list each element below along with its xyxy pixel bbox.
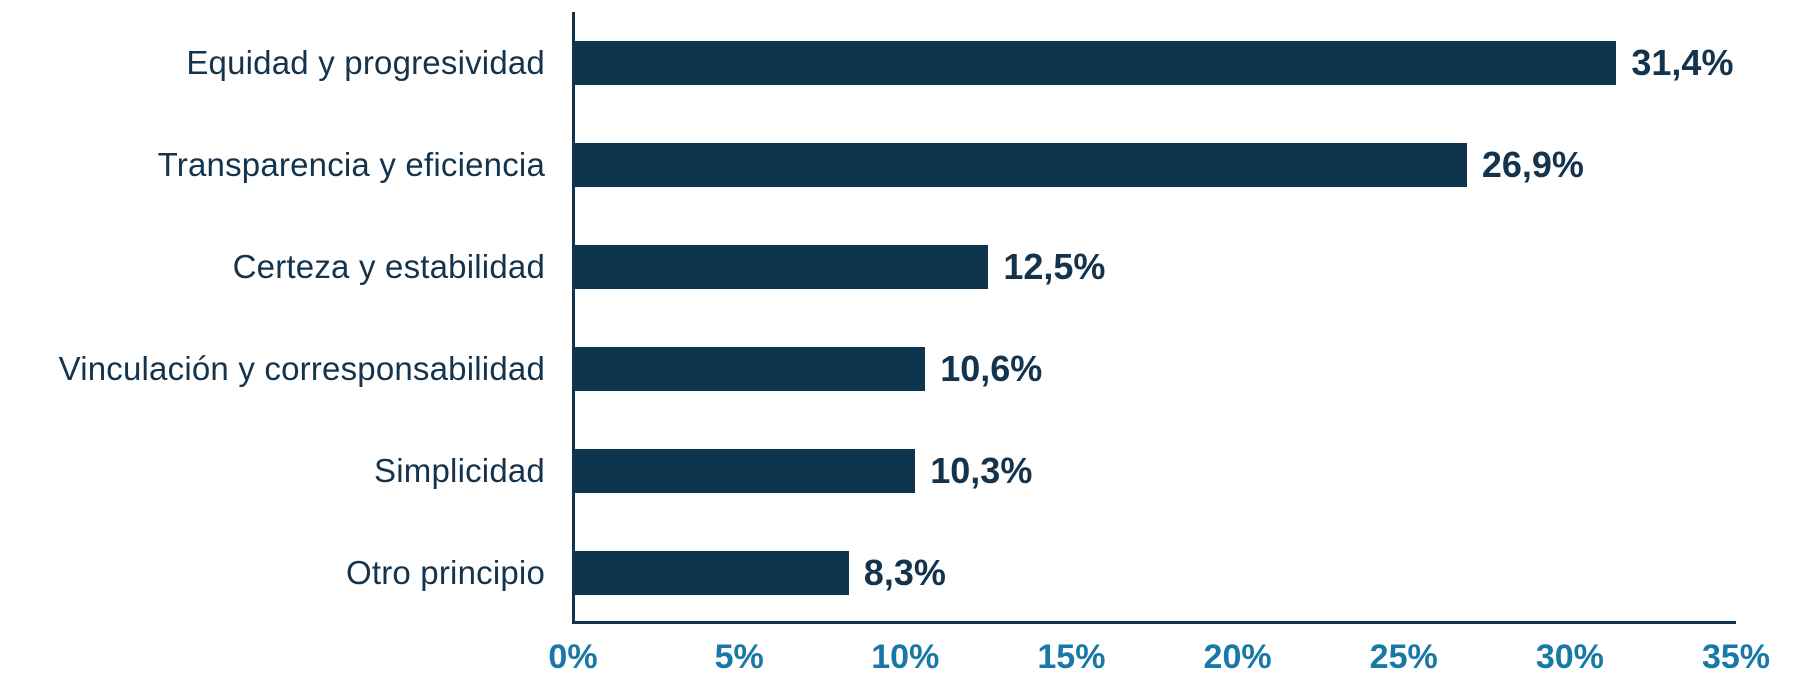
x-tick-label: 5%: [714, 638, 764, 676]
category-label: Vinculación y corresponsabilidad: [58, 350, 545, 387]
bar-row: Transparencia y eficiencia 26,9%: [0, 143, 1804, 187]
category-label: Otro principio: [345, 554, 545, 591]
x-tick-label: 35%: [1701, 638, 1771, 676]
x-tick-label: 10%: [871, 638, 940, 676]
x-tick-label: 0%: [548, 638, 598, 676]
bar: [573, 41, 1617, 85]
value-label: 31,4%: [1631, 42, 1734, 83]
bar: [573, 551, 849, 595]
value-label: 10,6%: [940, 348, 1043, 389]
bar-row: Equidad y progresividad 31,4%: [0, 41, 1804, 85]
bar: [573, 347, 926, 391]
bar-row: Otro principio 8,3%: [0, 551, 1804, 595]
bar: [573, 143, 1467, 187]
x-axis-line: [572, 621, 1736, 624]
category-label: Certeza y estabilidad: [232, 248, 545, 285]
y-axis-line: [572, 12, 575, 623]
value-label: 10,3%: [930, 450, 1033, 491]
category-label: Simplicidad: [374, 452, 545, 489]
bar: [573, 245, 989, 289]
x-tick-label: 15%: [1037, 638, 1106, 676]
bar-row: Vinculación y corresponsabilidad 10,6%: [0, 347, 1804, 391]
x-tick-label: 30%: [1535, 638, 1604, 676]
value-label: 8,3%: [863, 552, 946, 593]
bar-row: Simplicidad 10,3%: [0, 449, 1804, 493]
x-tick-label: 25%: [1369, 638, 1438, 676]
value-label: 26,9%: [1481, 144, 1584, 185]
bar: [573, 449, 916, 493]
x-tick-label: 20%: [1203, 638, 1272, 676]
bar-row: Certeza y estabilidad 12,5%: [0, 245, 1804, 289]
category-label: Equidad y progresividad: [186, 44, 545, 81]
category-label: Transparencia y eficiencia: [157, 146, 545, 183]
value-label: 12,5%: [1003, 246, 1106, 287]
